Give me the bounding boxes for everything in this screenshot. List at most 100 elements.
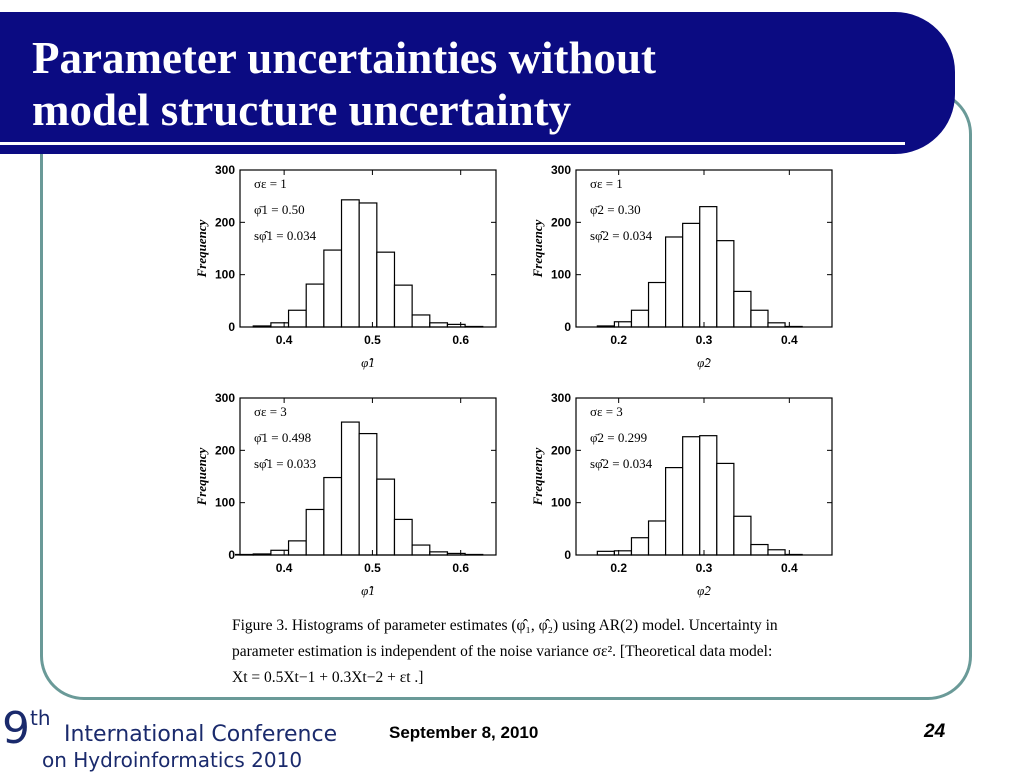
plot-frame — [239, 397, 497, 556]
stat-annotation: sφ̂2 = 0.034 — [590, 228, 653, 243]
y-tick-label: 0 — [228, 320, 235, 334]
histogram-bar — [411, 544, 431, 556]
x-axis-label: φ̂2 — [697, 355, 711, 370]
histogram-bar — [270, 549, 290, 556]
stat-annotation: σε = 1 — [254, 176, 287, 191]
x-tick-label: 0.4 — [276, 333, 293, 347]
logo-number: 9 — [2, 703, 30, 754]
histogram-bar — [376, 478, 396, 556]
x-axis-label: φ̂2 — [697, 583, 711, 598]
y-tick-label: 100 — [215, 268, 235, 282]
y-tick-label: 200 — [215, 443, 235, 457]
slide-title-line2: model structure uncertainty — [32, 85, 572, 135]
caption-line1: Figure 3. Histograms of parameter estima… — [232, 617, 778, 634]
histogram-bar — [733, 515, 752, 556]
histogram-bar — [305, 508, 325, 556]
stat-annotation: σε = 1 — [590, 176, 623, 191]
histogram-phi2-sigma3: 0 100 200 300 0.2 0.3 0.4 Frequency φ̂2 σε = 3 φ̄2… — [530, 391, 833, 598]
x-axis-label: φ̂1 — [361, 355, 375, 370]
stat-annotation: σε = 3 — [590, 404, 623, 419]
x-tick-label: 0.6 — [452, 333, 469, 347]
y-tick-label: 200 — [551, 443, 571, 457]
histogram-bar — [376, 251, 396, 328]
histogram-bar — [358, 202, 378, 328]
y-axis-label: Frequency — [194, 447, 209, 506]
histogram-bar — [305, 283, 325, 328]
x-tick-label: 0.5 — [364, 333, 381, 347]
histogram-bar — [767, 549, 786, 556]
y-tick-label: 0 — [564, 320, 571, 334]
histogram-bar — [716, 462, 735, 556]
histogram-bar — [699, 206, 718, 328]
histogram-bar — [699, 435, 718, 556]
x-tick-label: 0.6 — [452, 561, 469, 575]
stat-annotation: sφ̂2 = 0.034 — [590, 456, 653, 471]
logo-superscript: th — [30, 706, 51, 730]
histogram-bar — [287, 540, 307, 556]
x-tick-label: 0.2 — [610, 561, 627, 575]
y-tick-label: 300 — [551, 163, 571, 177]
histogram-bar — [393, 284, 413, 328]
histogram-bar — [358, 432, 378, 556]
stat-annotation: φ̄1 = 0.498 — [254, 430, 311, 445]
histogram-bar — [716, 240, 735, 328]
y-tick-label: 100 — [551, 496, 571, 510]
x-tick-label: 0.3 — [696, 561, 713, 575]
figure-caption: Figure 3. Histograms of parameter estima… — [232, 613, 852, 691]
stat-annotation: σε = 3 — [254, 404, 287, 419]
y-tick-label: 200 — [551, 215, 571, 229]
histogram-bar — [647, 520, 667, 556]
histogram-bar — [750, 543, 769, 556]
logo-line2: on Hydroinformatics 2010 — [42, 748, 303, 772]
histogram-bar — [340, 421, 360, 556]
histogram-phi1-sigma1: 0 100 200 300 0.4 0.5 0.6 Frequency φ̂1 σε = 1 φ̄1… — [194, 163, 497, 370]
caption-line3: Xt = 0.5Xt−1 + 0.3Xt−2 + εt .] — [232, 669, 424, 686]
y-tick-label: 100 — [215, 496, 235, 510]
histogram-bar — [767, 322, 786, 328]
y-axis-label: Frequency — [194, 219, 209, 278]
y-tick-label: 300 — [551, 391, 571, 405]
x-tick-label: 0.4 — [781, 561, 798, 575]
slide-title-line1: Parameter uncertainties without — [32, 33, 657, 83]
x-tick-label: 0.5 — [364, 561, 381, 575]
histogram-phi1-sigma3: 0 100 200 300 0.4 0.5 0.6 Frequency φ̂1 σε = 3 φ̄1… — [194, 391, 497, 598]
histogram-bar — [613, 550, 633, 556]
y-tick-label: 0 — [228, 548, 235, 562]
y-tick-label: 100 — [551, 268, 571, 282]
stat-annotation: φ̄1 = 0.50 — [254, 202, 305, 217]
y-axis-label: Frequency — [530, 219, 545, 278]
histogram-bar — [750, 309, 769, 328]
histogram-bar — [665, 467, 684, 556]
histogram-bar — [647, 281, 667, 328]
x-tick-label: 0.4 — [781, 333, 798, 347]
histogram-bar — [287, 309, 307, 328]
x-tick-label: 0.4 — [276, 561, 293, 575]
logo-line1: International Conference — [64, 722, 338, 747]
histogram-bar — [323, 249, 343, 328]
title-underline — [0, 142, 905, 145]
histogram-bar — [411, 314, 431, 328]
page-number: 24 — [924, 721, 946, 742]
histogram-phi2-sigma1: 0 100 200 300 0.2 0.3 0.4 Frequency φ̂2 σε = 1 φ̄2… — [530, 163, 833, 370]
plot-frame — [239, 169, 497, 328]
y-tick-label: 200 — [215, 215, 235, 229]
y-tick-label: 0 — [564, 548, 571, 562]
histogram-bar — [323, 476, 343, 556]
histogram-bar — [630, 309, 650, 328]
conference-logo: 9 th International Conference on Hydroin… — [0, 703, 362, 772]
content-frame — [40, 90, 972, 700]
y-axis-label: Frequency — [530, 447, 545, 506]
histogram-bar — [682, 436, 701, 556]
histogram-bar — [429, 322, 449, 328]
title-bar: Parameter uncertainties without model st… — [0, 12, 955, 154]
histogram-bar — [630, 537, 650, 556]
y-tick-label: 300 — [215, 163, 235, 177]
x-tick-label: 0.2 — [610, 333, 627, 347]
stat-annotation: sφ̂1 = 0.033 — [254, 456, 316, 471]
x-tick-label: 0.3 — [696, 333, 713, 347]
histogram-bar — [393, 518, 413, 556]
histogram-bar — [665, 236, 684, 328]
histogram-bar — [340, 199, 360, 328]
stat-annotation: sφ̂1 = 0.034 — [254, 228, 317, 243]
histogram-bar — [682, 222, 701, 328]
